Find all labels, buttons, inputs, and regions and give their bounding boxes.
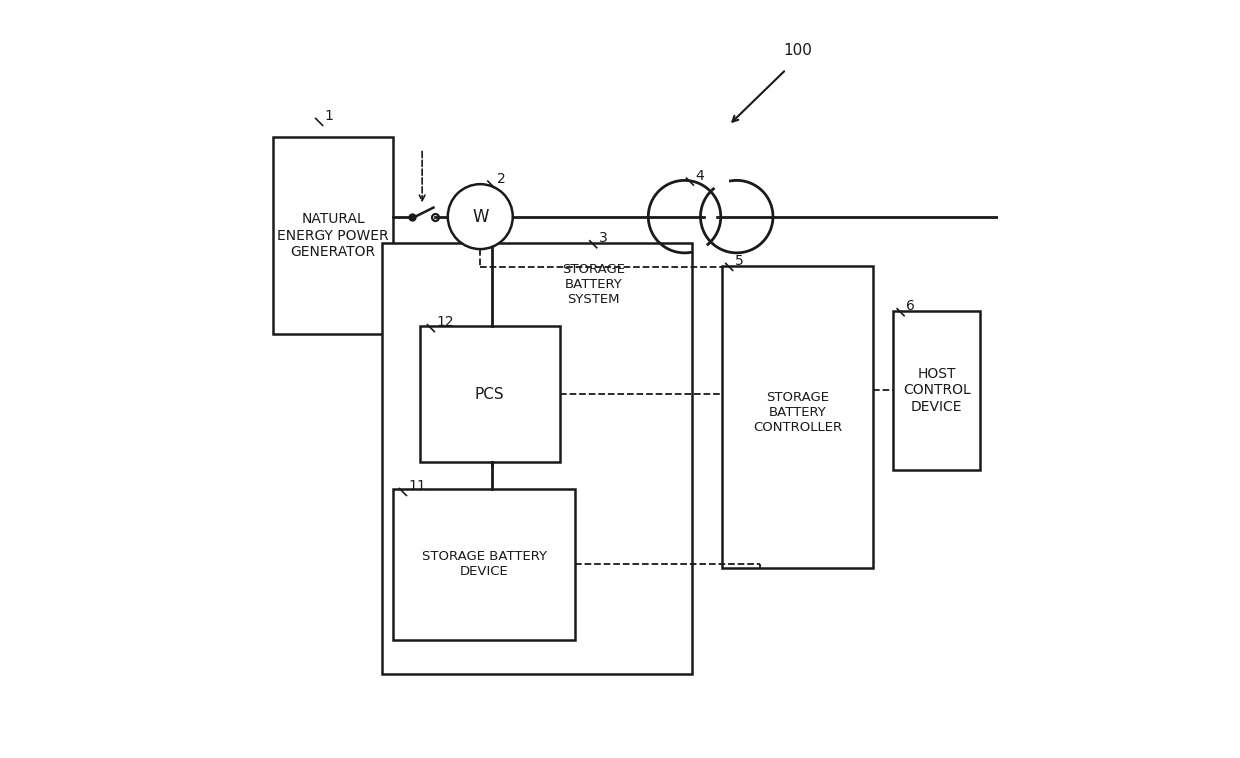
Text: HOST
CONTROL
DEVICE: HOST CONTROL DEVICE xyxy=(903,367,971,414)
Bar xyxy=(382,243,692,674)
Text: 1: 1 xyxy=(325,109,334,123)
Text: PCS: PCS xyxy=(475,387,505,402)
Text: W: W xyxy=(472,208,489,226)
Text: 6: 6 xyxy=(906,299,915,314)
Text: NATURAL
ENERGY POWER
GENERATOR: NATURAL ENERGY POWER GENERATOR xyxy=(278,212,389,258)
Text: 100: 100 xyxy=(782,43,812,58)
Text: STORAGE BATTERY
DEVICE: STORAGE BATTERY DEVICE xyxy=(422,550,547,578)
Bar xyxy=(893,311,981,470)
Text: 4: 4 xyxy=(696,169,704,183)
Bar xyxy=(420,326,559,462)
Text: 12: 12 xyxy=(436,315,454,329)
Circle shape xyxy=(448,184,513,249)
Bar xyxy=(273,137,393,334)
Text: 2: 2 xyxy=(497,172,506,186)
Text: 3: 3 xyxy=(599,231,608,246)
Text: STORAGE
BATTERY
CONTROLLER: STORAGE BATTERY CONTROLLER xyxy=(753,391,842,434)
Bar xyxy=(393,488,574,640)
Text: 5: 5 xyxy=(735,254,744,268)
Text: STORAGE
BATTERY
SYSTEM: STORAGE BATTERY SYSTEM xyxy=(562,263,625,306)
Bar xyxy=(722,266,873,568)
Text: 11: 11 xyxy=(409,479,427,493)
